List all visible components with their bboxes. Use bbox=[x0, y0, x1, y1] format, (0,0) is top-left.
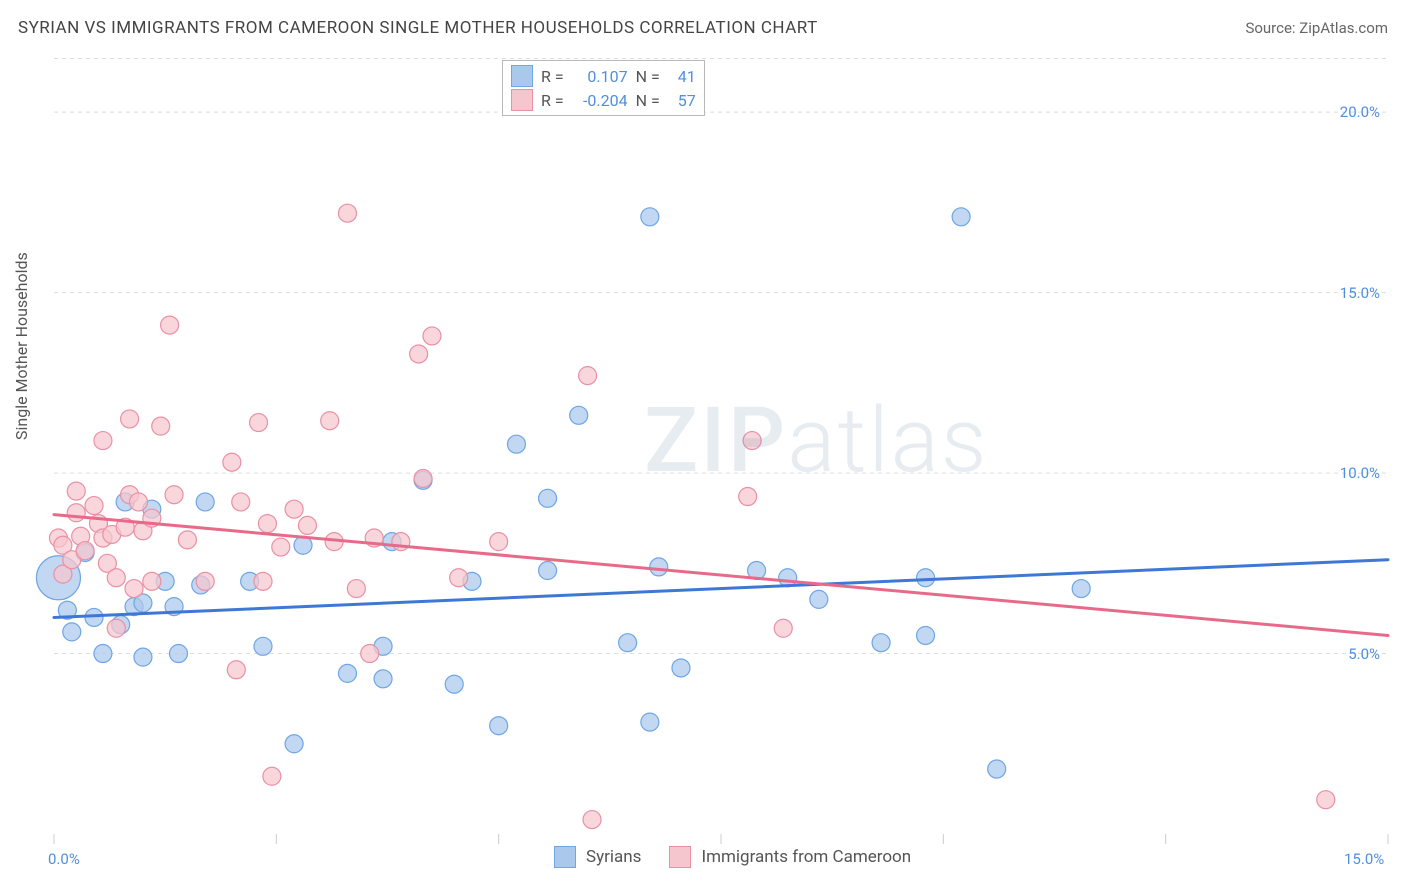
data-point bbox=[338, 204, 356, 222]
data-point bbox=[338, 664, 356, 682]
data-point bbox=[374, 670, 392, 688]
data-point bbox=[232, 493, 250, 511]
data-point bbox=[165, 486, 183, 504]
n-label: N = bbox=[636, 91, 660, 110]
data-point bbox=[263, 767, 281, 785]
x-tick-label: 15.0% bbox=[1344, 850, 1384, 868]
data-point bbox=[107, 619, 125, 637]
data-point bbox=[107, 569, 125, 587]
data-point bbox=[743, 432, 761, 450]
legend-label: Syrians bbox=[586, 847, 641, 867]
legend-swatch bbox=[511, 65, 533, 87]
y-axis-label: Single Mother Households bbox=[12, 252, 31, 440]
data-point bbox=[67, 504, 85, 522]
data-point bbox=[641, 713, 659, 731]
data-point bbox=[85, 497, 103, 515]
data-point bbox=[161, 316, 179, 334]
data-point bbox=[223, 453, 241, 471]
source-attribution: Source: ZipAtlas.com bbox=[1245, 19, 1388, 37]
data-point bbox=[570, 406, 588, 424]
data-point bbox=[414, 469, 432, 487]
data-point bbox=[507, 435, 525, 453]
data-point bbox=[539, 562, 557, 580]
data-point bbox=[872, 634, 890, 652]
data-point bbox=[254, 572, 272, 590]
data-point bbox=[121, 410, 139, 428]
data-point bbox=[650, 558, 668, 576]
n-label: N = bbox=[636, 67, 660, 86]
data-point bbox=[490, 717, 508, 735]
legend-swatch bbox=[511, 89, 533, 111]
scatter-chart: ZIPatlas R =0.107N =41R =-0.204N =57 Syr… bbox=[54, 58, 1388, 834]
legend-swatch bbox=[554, 846, 576, 868]
legend-swatch bbox=[669, 846, 691, 868]
data-point bbox=[272, 538, 290, 556]
data-point bbox=[285, 735, 303, 753]
data-point bbox=[619, 634, 637, 652]
r-value: -0.204 bbox=[572, 91, 628, 110]
data-point bbox=[63, 623, 81, 641]
source-label: Source: bbox=[1245, 19, 1299, 37]
data-point bbox=[143, 572, 161, 590]
chart-title: SYRIAN VS IMMIGRANTS FROM CAMEROON SINGL… bbox=[18, 18, 818, 38]
data-point bbox=[361, 645, 379, 663]
r-value: 0.107 bbox=[572, 67, 628, 86]
data-point bbox=[445, 675, 463, 693]
data-point bbox=[196, 493, 214, 511]
data-point bbox=[67, 482, 85, 500]
data-point bbox=[254, 637, 272, 655]
data-point bbox=[579, 367, 597, 385]
data-point bbox=[94, 645, 112, 663]
data-point bbox=[774, 619, 792, 637]
legend-stats-row: R = 0.107 N = 41 bbox=[511, 65, 696, 87]
data-point bbox=[423, 327, 441, 345]
data-point bbox=[539, 489, 557, 507]
data-point bbox=[152, 417, 170, 435]
legend-stats-box: R = 0.107 N = 41 R = -0.204 N = 57 bbox=[502, 60, 705, 116]
data-point bbox=[321, 412, 339, 430]
data-point bbox=[129, 493, 147, 511]
data-point bbox=[672, 659, 690, 677]
n-value: 57 bbox=[668, 91, 696, 110]
data-point bbox=[917, 569, 935, 587]
legend-label: Immigrants from Cameroon bbox=[701, 847, 911, 867]
data-point bbox=[134, 648, 152, 666]
data-point bbox=[250, 414, 268, 432]
data-point bbox=[583, 811, 601, 829]
data-point bbox=[450, 569, 468, 587]
data-point bbox=[490, 533, 508, 551]
plot-svg bbox=[54, 58, 1388, 834]
data-point bbox=[170, 645, 188, 663]
x-tick-label: 0.0% bbox=[48, 850, 80, 868]
data-point bbox=[298, 516, 316, 534]
header-row: SYRIAN VS IMMIGRANTS FROM CAMEROON SINGL… bbox=[18, 18, 1388, 38]
data-point bbox=[178, 531, 196, 549]
n-value: 41 bbox=[668, 67, 696, 86]
source-value: ZipAtlas.com bbox=[1299, 19, 1388, 37]
data-point bbox=[285, 500, 303, 518]
data-point bbox=[810, 590, 828, 608]
data-point bbox=[347, 580, 365, 598]
data-point bbox=[988, 760, 1006, 778]
data-point bbox=[94, 432, 112, 450]
data-point bbox=[258, 515, 276, 533]
data-point bbox=[1317, 791, 1335, 809]
data-point bbox=[641, 208, 659, 226]
r-label: R = bbox=[541, 91, 564, 110]
data-point bbox=[125, 580, 143, 598]
legend-stats-row: R = -0.204 N = 57 bbox=[511, 89, 696, 111]
data-point bbox=[917, 626, 935, 644]
data-point bbox=[227, 661, 245, 679]
r-label: R = bbox=[541, 67, 564, 86]
data-point bbox=[952, 208, 970, 226]
data-point bbox=[410, 345, 428, 363]
data-point bbox=[739, 488, 757, 506]
data-point bbox=[196, 572, 214, 590]
data-point bbox=[1072, 580, 1090, 598]
data-point bbox=[76, 542, 94, 560]
series-legend: Syrians Immigrants from Cameroon bbox=[554, 846, 929, 868]
